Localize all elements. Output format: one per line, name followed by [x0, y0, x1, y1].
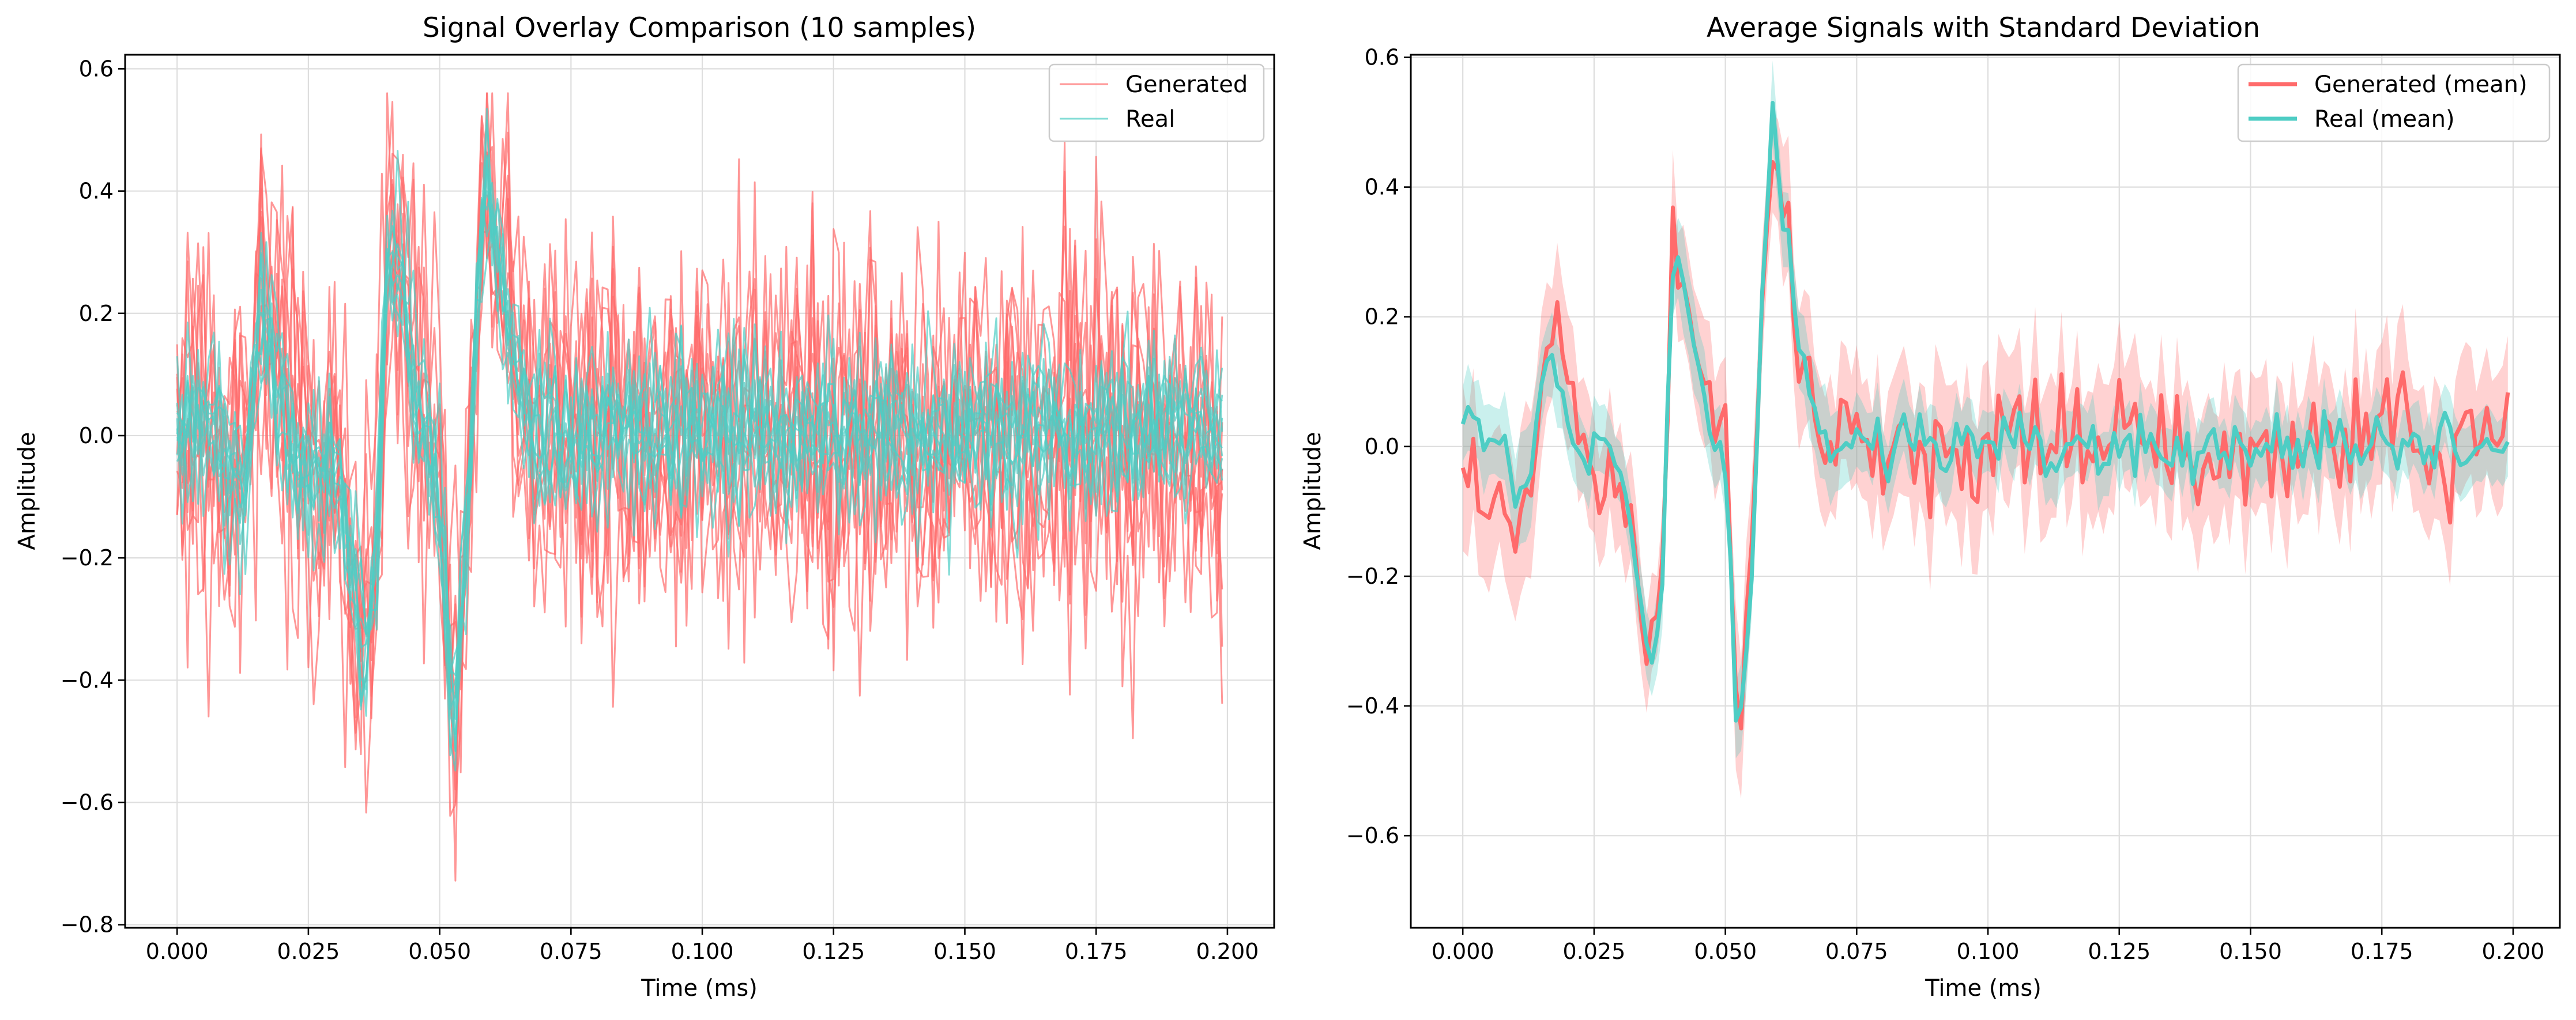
- average-chart-x-tick-label: 0.025: [1562, 939, 1625, 964]
- average-chart-x-tick-label: 0.050: [1694, 939, 1757, 964]
- average-legend-generated-label: Generated (mean): [2314, 71, 2528, 98]
- average-chart-y-axis-label: Amplitude: [1300, 432, 1326, 550]
- overlay-chart: Signal Overlay Comparison (10 samples) T…: [14, 12, 1275, 1002]
- average-chart-traces: [1460, 61, 2510, 799]
- overlay-chart-x-tick-label: 0.050: [408, 939, 471, 964]
- generated-std-band: [1463, 112, 2508, 799]
- overlay-chart-x-tick-label: 0.175: [1065, 939, 1128, 964]
- average-chart-ticks: 0.000 0.025 0.050 0.075 0.100 0.125 0.150 0.175…: [1346, 45, 2545, 964]
- average-chart-y-tick-label: 0.0: [1365, 434, 1399, 459]
- overlay-chart-legend: Generated Real: [1048, 63, 1265, 142]
- overlay-chart-y-tick-label: −0.2: [61, 545, 114, 571]
- average-chart: Average Signals with Standard Deviation …: [1300, 12, 2561, 1002]
- overlay-chart-x-tick-label: 0.025: [277, 939, 340, 964]
- average-chart-x-tick-label: 0.200: [2482, 939, 2545, 964]
- average-legend-real-label: Real (mean): [2314, 106, 2455, 133]
- overlay-legend-generated-label: Generated: [1125, 71, 1248, 98]
- average-chart-title: Average Signals with Standard Deviation: [1707, 12, 2260, 44]
- overlay-chart-x-tick-label: 0.150: [933, 939, 996, 964]
- overlay-chart-traces: [176, 92, 1223, 882]
- overlay-chart-x-tick-label: 0.200: [1196, 939, 1259, 964]
- real-sample-trace: [176, 190, 1223, 720]
- average-chart-x-tick-label: 0.175: [2351, 939, 2413, 964]
- average-chart-y-tick-label: 0.6: [1365, 45, 1399, 70]
- average-chart-y-tick-label: −0.6: [1346, 823, 1399, 848]
- average-chart-legend-box: [2237, 63, 2551, 142]
- overlay-chart-y-tick-label: −0.8: [61, 912, 114, 938]
- overlay-chart-x-tick-label: 0.125: [802, 939, 865, 964]
- average-chart-plot-frame: [1410, 54, 2561, 929]
- overlay-chart-y-tick-label: 0.0: [79, 423, 114, 448]
- average-chart-grid: [1411, 55, 2560, 928]
- average-chart-y-tick-label: 0.4: [1365, 175, 1399, 200]
- overlay-chart-y-tick-label: 0.2: [79, 301, 114, 326]
- average-chart-x-tick-label: 0.150: [2219, 939, 2282, 964]
- average-chart-x-tick-label: 0.075: [1825, 939, 1888, 964]
- overlay-chart-x-tick-label: 0.100: [671, 939, 734, 964]
- overlay-legend-real-label: Real: [1125, 106, 1175, 133]
- overlay-chart-y-tick-label: 0.4: [79, 179, 114, 204]
- generated-sample-trace: [176, 92, 1223, 882]
- overlay-chart-plot-frame: [124, 54, 1275, 929]
- overlay-chart-y-tick-label: −0.6: [61, 790, 114, 815]
- average-chart-x-tick-label: 0.125: [2088, 939, 2151, 964]
- average-chart-x-tick-label: 0.000: [1432, 939, 1494, 964]
- overlay-chart-x-tick-label: 0.000: [146, 939, 209, 964]
- overlay-chart-y-tick-label: 0.6: [79, 56, 114, 81]
- overlay-chart-x-tick-label: 0.075: [540, 939, 602, 964]
- average-chart-x-axis-label: Time (ms): [1925, 975, 2042, 1002]
- average-chart-y-tick-label: 0.2: [1365, 304, 1399, 330]
- overlay-chart-y-tick-label: −0.4: [61, 667, 114, 693]
- average-chart-y-tick-label: −0.4: [1346, 693, 1399, 719]
- overlay-chart-title: Signal Overlay Comparison (10 samples): [423, 12, 976, 44]
- real-sample-trace: [176, 199, 1223, 757]
- average-chart-x-tick-label: 0.100: [1957, 939, 2020, 964]
- overlay-chart-y-axis-label: Amplitude: [14, 432, 40, 550]
- overlay-chart-x-axis-label: Time (ms): [641, 975, 758, 1002]
- real-mean-line: [1460, 101, 2510, 723]
- average-chart-y-tick-label: −0.2: [1346, 564, 1399, 589]
- overlay-chart-ticks: 0.000 0.025 0.050 0.075 0.100 0.125 0.150 0.175…: [61, 56, 1259, 964]
- average-chart-legend: Generated (mean) Real (mean): [2237, 63, 2551, 142]
